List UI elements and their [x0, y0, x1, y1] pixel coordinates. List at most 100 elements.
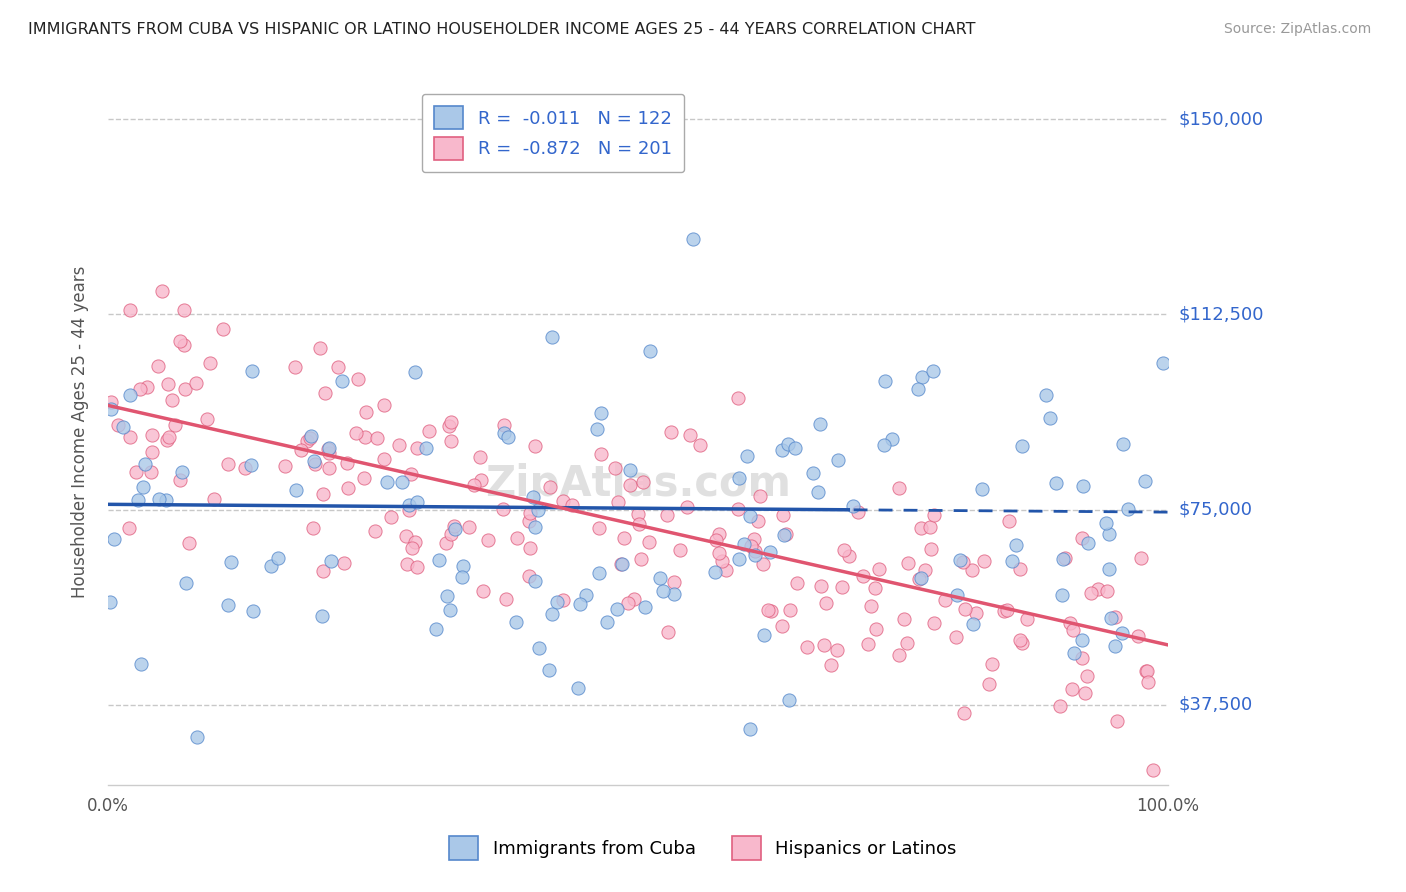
- Point: [815, 597, 838, 611]
- Legend: Immigrants from Cuba, Hispanics or Latinos: Immigrants from Cuba, Hispanics or Latin…: [434, 822, 972, 874]
- Point: [651, 584, 673, 599]
- Point: [332, 556, 354, 570]
- Point: [100, 402, 122, 417]
- Point: [650, 571, 672, 585]
- Point: [813, 638, 835, 652]
- Point: [703, 565, 725, 579]
- Point: [285, 483, 308, 497]
- Point: [318, 446, 340, 460]
- Point: [910, 520, 932, 534]
- Point: [873, 437, 896, 451]
- Text: $112,500: $112,500: [1180, 305, 1264, 323]
- Point: [458, 520, 481, 534]
- Point: [387, 438, 409, 452]
- Point: [202, 491, 225, 506]
- Point: [439, 419, 461, 434]
- Point: [778, 693, 800, 707]
- Point: [1045, 476, 1067, 491]
- Point: [675, 500, 697, 515]
- Point: [312, 487, 335, 501]
- Point: [148, 491, 170, 506]
- Point: [395, 557, 418, 571]
- Point: [217, 599, 239, 613]
- Point: [710, 554, 733, 568]
- Point: [314, 386, 336, 401]
- Point: [301, 521, 323, 535]
- Point: [330, 375, 353, 389]
- Point: [772, 528, 794, 542]
- Point: [274, 459, 297, 474]
- Point: [714, 564, 737, 578]
- Point: [631, 475, 654, 489]
- Text: $75,000: $75,000: [1180, 500, 1253, 518]
- Point: [1011, 439, 1033, 453]
- Point: [373, 452, 395, 467]
- Point: [922, 364, 945, 378]
- Point: [914, 563, 936, 577]
- Point: [662, 575, 685, 590]
- Point: [233, 461, 256, 475]
- Point: [911, 370, 934, 384]
- Point: [1116, 502, 1139, 516]
- Point: [127, 493, 149, 508]
- Point: [934, 593, 956, 607]
- Point: [832, 543, 855, 558]
- Point: [141, 445, 163, 459]
- Point: [796, 640, 818, 654]
- Point: [553, 592, 575, 607]
- Point: [707, 526, 730, 541]
- Point: [173, 382, 195, 396]
- Point: [146, 359, 169, 374]
- Point: [962, 563, 984, 577]
- Point: [260, 559, 283, 574]
- Point: [517, 569, 540, 583]
- Point: [443, 519, 465, 533]
- Point: [1049, 699, 1071, 714]
- Point: [627, 507, 650, 521]
- Point: [772, 508, 794, 522]
- Point: [1059, 616, 1081, 631]
- Point: [1104, 639, 1126, 653]
- Point: [744, 544, 766, 558]
- Point: [427, 553, 450, 567]
- Point: [240, 458, 263, 473]
- Point: [318, 461, 340, 475]
- Point: [596, 615, 619, 629]
- Legend: R =  -0.011   N = 122, R =  -0.872   N = 201: R = -0.011 N = 122, R = -0.872 N = 201: [422, 94, 685, 172]
- Point: [326, 359, 349, 374]
- Point: [733, 537, 755, 551]
- Point: [613, 531, 636, 545]
- Point: [523, 439, 546, 453]
- Point: [953, 706, 976, 720]
- Point: [591, 406, 613, 420]
- Text: Source: ZipAtlas.com: Source: ZipAtlas.com: [1223, 22, 1371, 37]
- Point: [553, 494, 575, 508]
- Point: [920, 520, 942, 534]
- Point: [659, 425, 682, 439]
- Point: [1063, 646, 1085, 660]
- Point: [1062, 681, 1084, 696]
- Point: [434, 536, 457, 550]
- Point: [156, 434, 179, 448]
- Point: [887, 481, 910, 495]
- Point: [740, 509, 762, 524]
- Point: [398, 502, 420, 516]
- Point: [586, 422, 609, 436]
- Point: [415, 441, 437, 455]
- Point: [1005, 538, 1028, 552]
- Point: [637, 535, 659, 549]
- Point: [107, 418, 129, 433]
- Point: [949, 553, 972, 567]
- Point: [908, 572, 931, 586]
- Point: [364, 524, 387, 538]
- Point: [505, 615, 527, 629]
- Point: [132, 480, 155, 494]
- Point: [318, 441, 340, 455]
- Point: [391, 475, 413, 490]
- Point: [841, 500, 863, 514]
- Point: [309, 341, 332, 355]
- Point: [394, 529, 416, 543]
- Point: [846, 505, 869, 519]
- Point: [100, 595, 122, 609]
- Point: [1136, 664, 1159, 678]
